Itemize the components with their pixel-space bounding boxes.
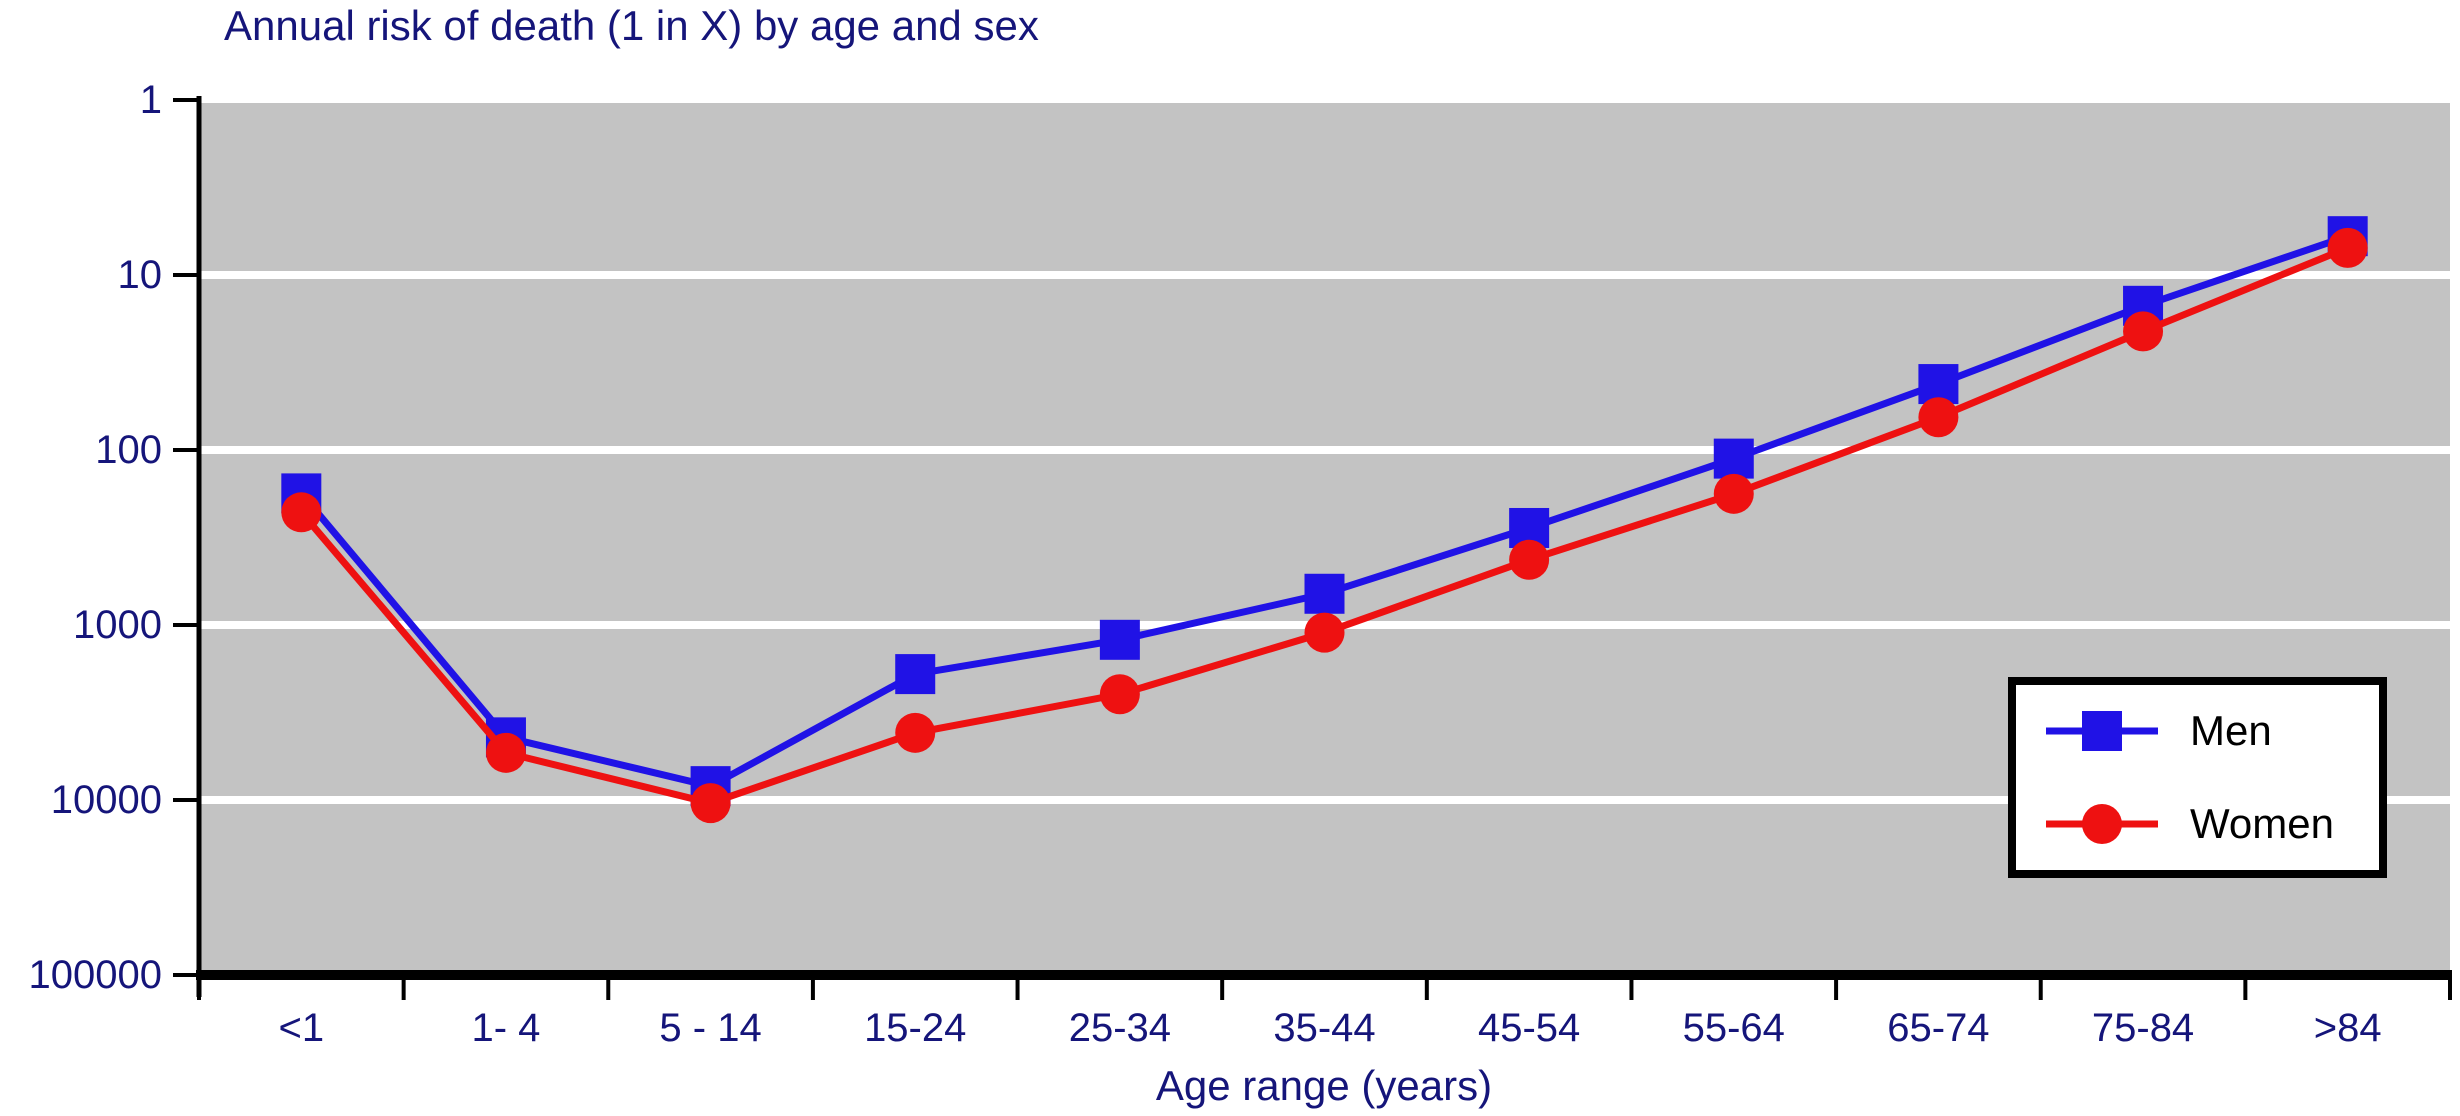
x-tick-label: 55-64 [1682, 1006, 1785, 1050]
x-tick-label: <1 [278, 1006, 325, 1050]
y-tick-label: 10 [117, 253, 163, 297]
women-marker [2123, 311, 2164, 352]
chart-title: Annual risk of death (1 in X) by age and… [224, 2, 1039, 49]
x-axis-title: Age range (years) [1155, 1062, 1493, 1109]
x-tick-label: 1- 4 [471, 1006, 541, 1050]
women-marker [1304, 612, 1345, 653]
x-tick-label: 35-44 [1273, 1006, 1376, 1050]
y-tick-label: 100 [95, 428, 162, 472]
legend: Men Women [2008, 677, 2387, 878]
y-tick-label: 1000 [73, 603, 162, 647]
men-marker [1304, 573, 1345, 614]
legend-item-women: Women [2042, 796, 2379, 852]
women-marker [485, 732, 526, 773]
men-marker [895, 654, 936, 695]
y-tick-label: 1 [139, 78, 162, 122]
x-tick-label: 25-34 [1068, 1006, 1172, 1050]
women-marker [1099, 674, 1140, 715]
men-marker [1713, 438, 1754, 479]
men-series-marker-icon [2046, 711, 2158, 752]
x-tick-label: 5 - 14 [659, 1006, 762, 1050]
legend-label-men: Men [2190, 707, 2272, 755]
men-marker [1099, 619, 1140, 660]
women-marker [281, 492, 322, 533]
x-tick-label: 75-84 [2091, 1006, 2195, 1050]
y-tick-label: 10000 [50, 778, 162, 822]
women-marker [2327, 227, 2368, 268]
legend-label-women: Women [2190, 799, 2334, 847]
women-marker [690, 783, 731, 824]
women-marker [895, 712, 936, 753]
x-tick-label: 15-24 [864, 1006, 967, 1050]
women-marker [1918, 397, 1959, 438]
women-series-marker-icon [2046, 803, 2158, 844]
women-marker [1509, 539, 1550, 580]
x-tick-label: >84 [2313, 1006, 2382, 1050]
women-marker [1713, 473, 1754, 514]
x-tick-label: 65-74 [1887, 1006, 1990, 1050]
legend-item-men: Men [2042, 703, 2379, 759]
y-tick-label: 100000 [28, 953, 162, 997]
x-tick-label: 45-54 [1477, 1006, 1581, 1050]
